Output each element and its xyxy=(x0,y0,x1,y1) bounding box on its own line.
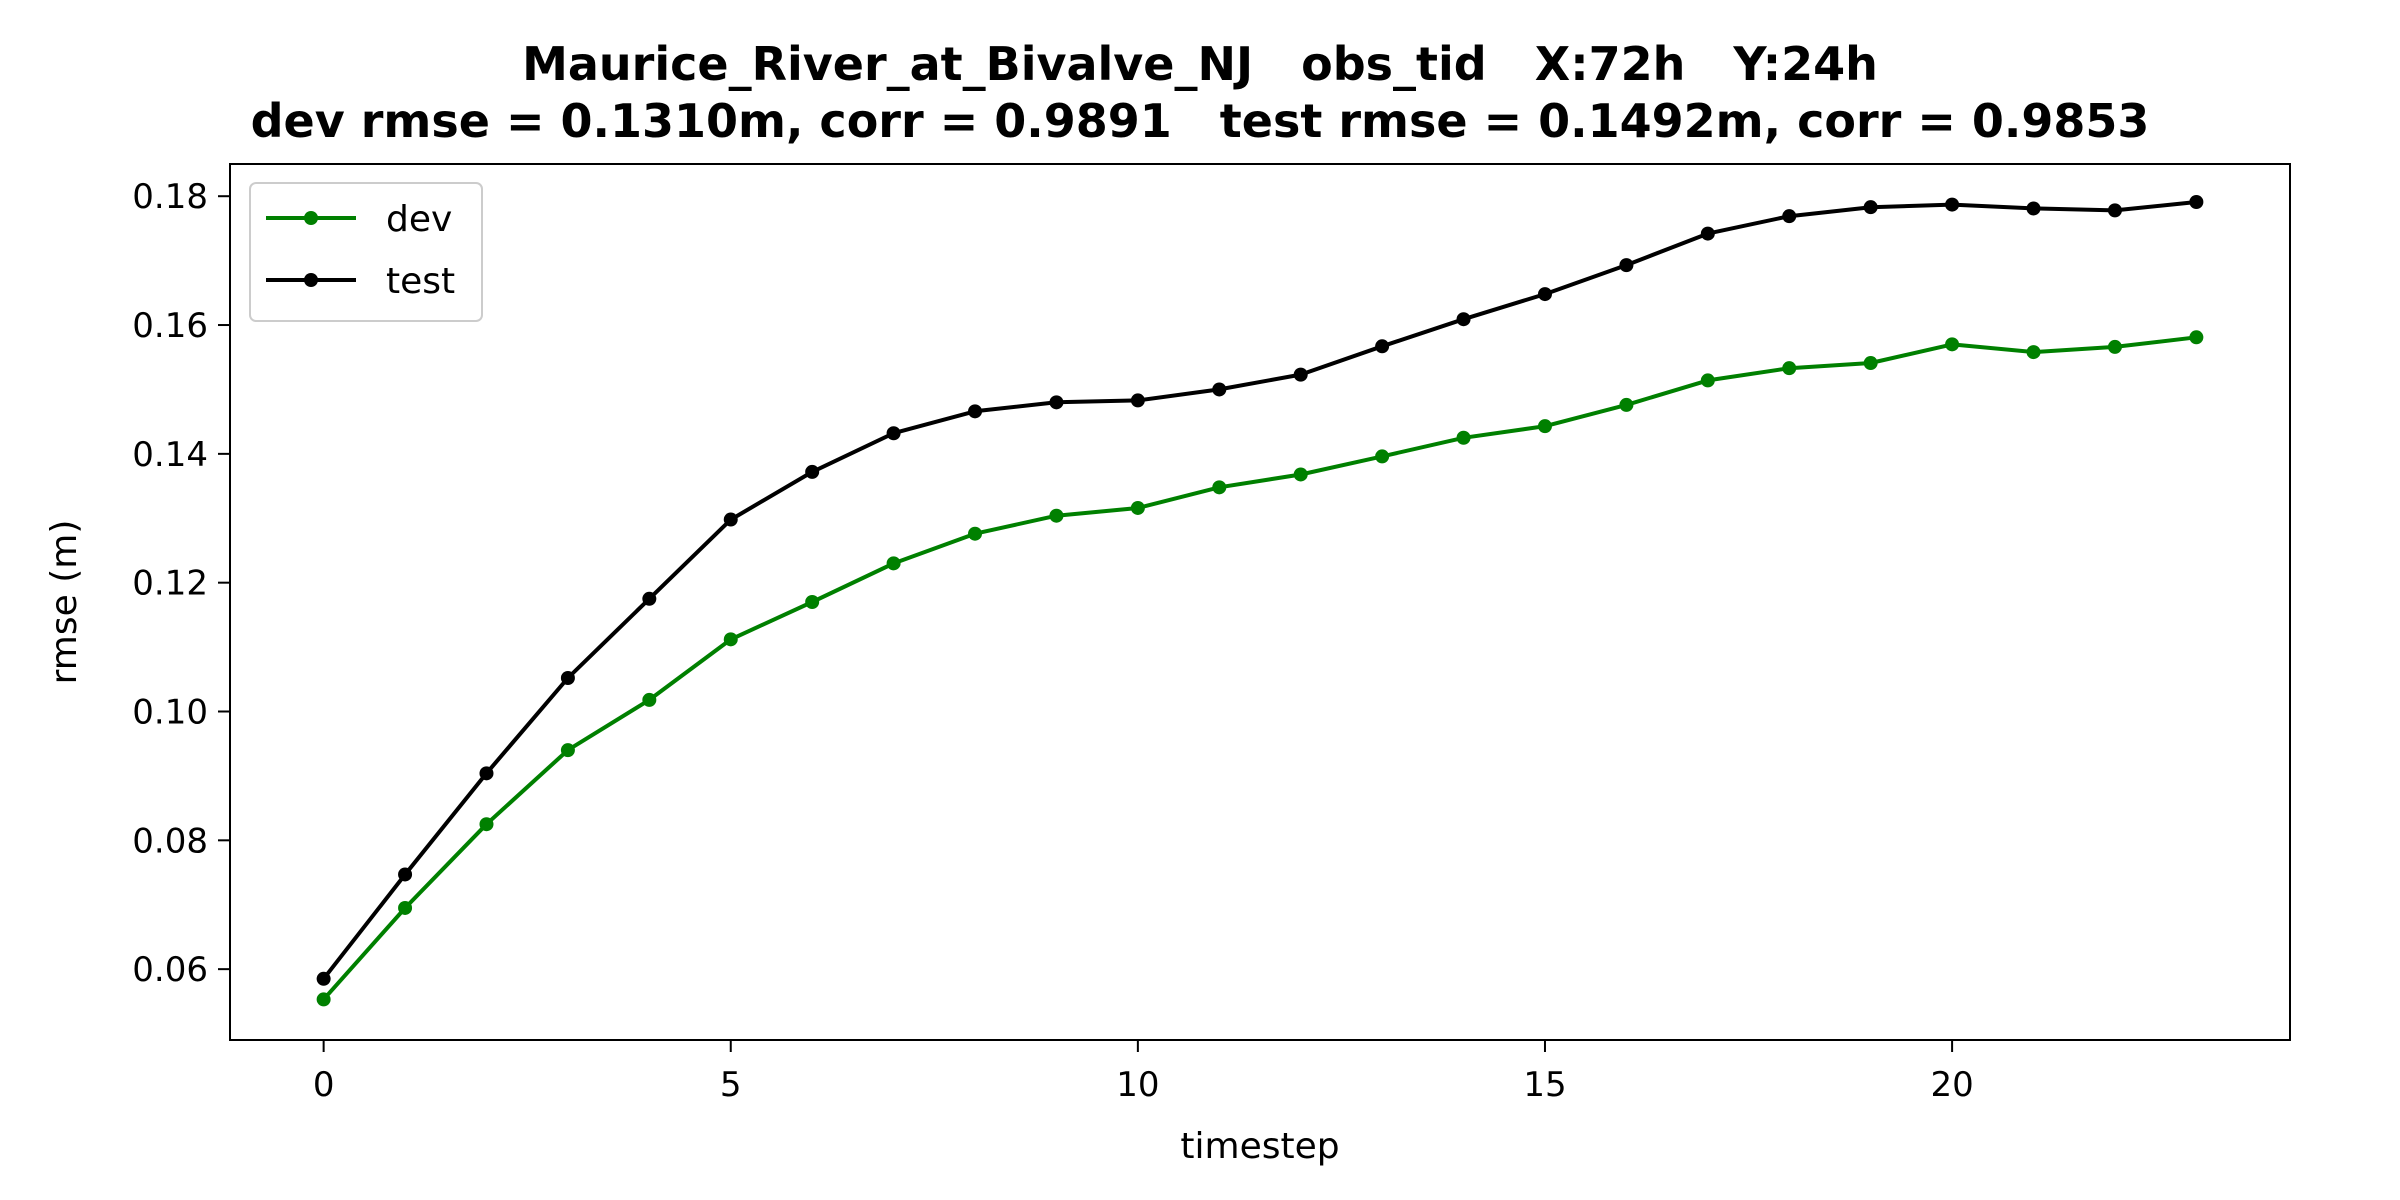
series-test-point xyxy=(316,971,331,986)
series-test-point xyxy=(1863,200,1878,215)
y-tick-label: 0.12 xyxy=(132,564,208,604)
series-test-point xyxy=(1945,197,1960,212)
series-dev-point xyxy=(1537,419,1552,434)
y-tick-label: 0.06 xyxy=(132,950,208,990)
series-test-point xyxy=(560,671,575,686)
x-axis: 0 5 10 15 20 xyxy=(313,1040,1974,1105)
series-dev-point xyxy=(1700,373,1715,388)
series-dev-point xyxy=(642,692,657,707)
series-test-point xyxy=(1375,339,1390,354)
series-test-point xyxy=(886,426,901,441)
x-axis-label: timestep xyxy=(1180,1126,1339,1167)
x-tick-label: 10 xyxy=(1116,1065,1159,1105)
series-dev-point xyxy=(398,900,413,915)
legend-dev-label: dev xyxy=(386,199,452,240)
series-test-point xyxy=(1619,258,1634,273)
series-test-point xyxy=(1456,312,1471,327)
series-dev-point xyxy=(805,595,820,609)
y-tick-label: 0.16 xyxy=(132,306,208,346)
series-test-point xyxy=(2189,195,2204,210)
x-tick-label: 5 xyxy=(720,1065,742,1105)
series-dev-point xyxy=(2107,339,2122,354)
series-dev-point xyxy=(1456,430,1471,445)
series-test-point xyxy=(1782,209,1797,224)
chart-subtitle: dev rmse = 0.1310m, corr = 0.9891 test r… xyxy=(251,94,2150,148)
series-layer xyxy=(316,195,2204,1007)
series-test-point xyxy=(1700,226,1715,241)
plot-area xyxy=(229,163,2291,1041)
x-tick-label: 20 xyxy=(1930,1065,1973,1105)
legend-test-label: test xyxy=(386,261,455,302)
series-dev-point xyxy=(316,992,331,1007)
y-axis: 0.06 0.08 0.10 0.12 0.14 0.16 0.18 xyxy=(132,177,230,990)
y-axis-label: rmse (m) xyxy=(44,520,85,685)
series-dev-point xyxy=(1945,337,1960,352)
series-dev-point xyxy=(2026,345,2041,360)
series-test-point xyxy=(805,464,820,479)
x-tick-label: 15 xyxy=(1523,1065,1566,1105)
series-test-point xyxy=(1293,367,1308,382)
series-test-point xyxy=(2107,203,2122,218)
legend: dev test xyxy=(249,182,483,322)
series-dev-point xyxy=(968,526,983,541)
y-tick-label: 0.10 xyxy=(132,693,208,733)
series-dev-point xyxy=(1863,356,1878,371)
series-dev-point xyxy=(1619,397,1634,412)
series-test-point xyxy=(723,512,738,527)
series-test-point xyxy=(1212,382,1227,397)
series-dev-point xyxy=(1782,361,1797,376)
series-dev-point xyxy=(1375,449,1390,464)
series-dev-point xyxy=(2189,330,2204,345)
series-test-point xyxy=(1537,287,1552,302)
series-dev-point xyxy=(1212,480,1227,495)
series-dev-point xyxy=(723,632,738,647)
legend-test-marker xyxy=(304,273,318,287)
series-dev-point xyxy=(1293,467,1308,482)
legend-dev-marker xyxy=(304,211,318,225)
series-dev-point xyxy=(1130,500,1145,515)
series-test-point xyxy=(1049,395,1064,410)
series-dev-point xyxy=(560,743,575,758)
y-tick-label: 0.08 xyxy=(132,821,208,861)
series-dev-line xyxy=(322,335,2197,1001)
series-dev-point xyxy=(1049,508,1064,523)
series-test-point xyxy=(479,766,494,781)
series-test-point xyxy=(2026,201,2041,216)
y-tick-label: 0.14 xyxy=(132,435,208,475)
series-test-point xyxy=(1130,393,1145,408)
y-tick-label: 0.18 xyxy=(132,177,208,217)
x-tick-label: 0 xyxy=(313,1065,335,1105)
series-test-point xyxy=(398,867,413,882)
series-test-point xyxy=(642,591,657,606)
series-test-point xyxy=(968,404,983,419)
chart-title: Maurice_River_at_Bivalve_NJ obs_tid X:72… xyxy=(522,37,1878,91)
series-dev-point xyxy=(479,817,494,832)
series-dev-point xyxy=(886,556,901,571)
series-test-line xyxy=(322,200,2197,981)
